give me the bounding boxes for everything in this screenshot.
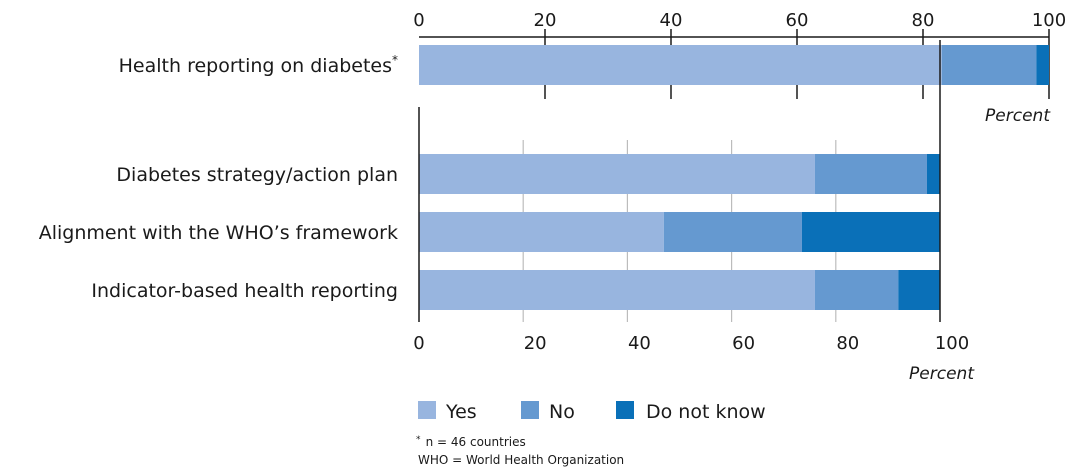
legend-label-do-not-know: Do not know <box>646 401 766 423</box>
bar-indicator-based-health-reporting-do-not-know <box>898 270 940 310</box>
bar-diabetes-strategy-action-plan-yes <box>419 154 815 194</box>
legend-label-no: No <box>549 401 575 423</box>
legend-swatch-no <box>521 401 539 419</box>
category-label-alignment-with-the-who-s-framework: Alignment with the WHO’s framework <box>39 222 398 244</box>
bar-alignment-with-the-who-s-framework-yes <box>419 212 664 252</box>
top-tick-label-40: 40 <box>660 10 683 31</box>
top-bar-yes <box>419 45 942 85</box>
top-tick-label-80: 80 <box>912 10 935 31</box>
top-category-text: Health reporting on diabetes <box>119 55 392 77</box>
top-tick-label-0: 0 <box>413 10 424 31</box>
legend-swatch-yes <box>418 401 436 419</box>
category-label-indicator-based-health-reporting: Indicator-based health reporting <box>91 280 398 302</box>
bottom-tick-label-80: 80 <box>836 333 859 354</box>
top-bar-do-not-know <box>1036 45 1049 85</box>
footnote: * n = 46 countries WHO = World Health Or… <box>416 427 624 467</box>
legend-swatch-do-not-know <box>616 401 634 419</box>
footnote-sup: * <box>416 435 421 445</box>
footnote-n: n = 46 countries <box>426 435 526 449</box>
bottom-tick-label-20: 20 <box>524 333 547 354</box>
bar-alignment-with-the-who-s-framework-no <box>663 212 802 252</box>
bar-alignment-with-the-who-s-framework-do-not-know <box>801 212 940 252</box>
top-tick-label-20: 20 <box>534 10 557 31</box>
bar-indicator-based-health-reporting-yes <box>419 270 815 310</box>
chart-bottom: Diabetes strategy/action plan Alignment w… <box>39 40 975 384</box>
bottom-tick-label-40: 40 <box>628 333 651 354</box>
legend-label-yes: Yes <box>445 401 477 423</box>
top-tick-label-100: 100 <box>1032 10 1066 31</box>
legend: Yes No Do not know <box>418 401 766 423</box>
top-bar-no <box>941 45 1037 85</box>
top-category-label: Health reporting on diabetes* <box>119 53 398 77</box>
bottom-tick-label-60: 60 <box>732 333 755 354</box>
top-xlabel: Percent <box>985 106 1051 126</box>
footnote-line-1: * n = 46 countries <box>416 427 526 449</box>
bottom-tick-label-100: 100 <box>935 333 969 354</box>
bar-diabetes-strategy-action-plan-no <box>814 154 927 194</box>
top-tick-label-60: 60 <box>786 10 809 31</box>
bar-diabetes-strategy-action-plan-do-not-know <box>926 154 940 194</box>
bottom-xlabel: Percent <box>909 364 975 384</box>
category-label-diabetes-strategy-action-plan: Diabetes strategy/action plan <box>116 164 398 186</box>
top-category-sup: * <box>392 53 398 67</box>
chart-top: 0 20 40 60 80 100 Health reporting on diabetes… <box>119 10 1067 126</box>
bottom-tick-label-0: 0 <box>413 333 424 354</box>
footnote-abbrev: WHO = World Health Organization <box>418 453 624 467</box>
bar-indicator-based-health-reporting-no <box>814 270 899 310</box>
